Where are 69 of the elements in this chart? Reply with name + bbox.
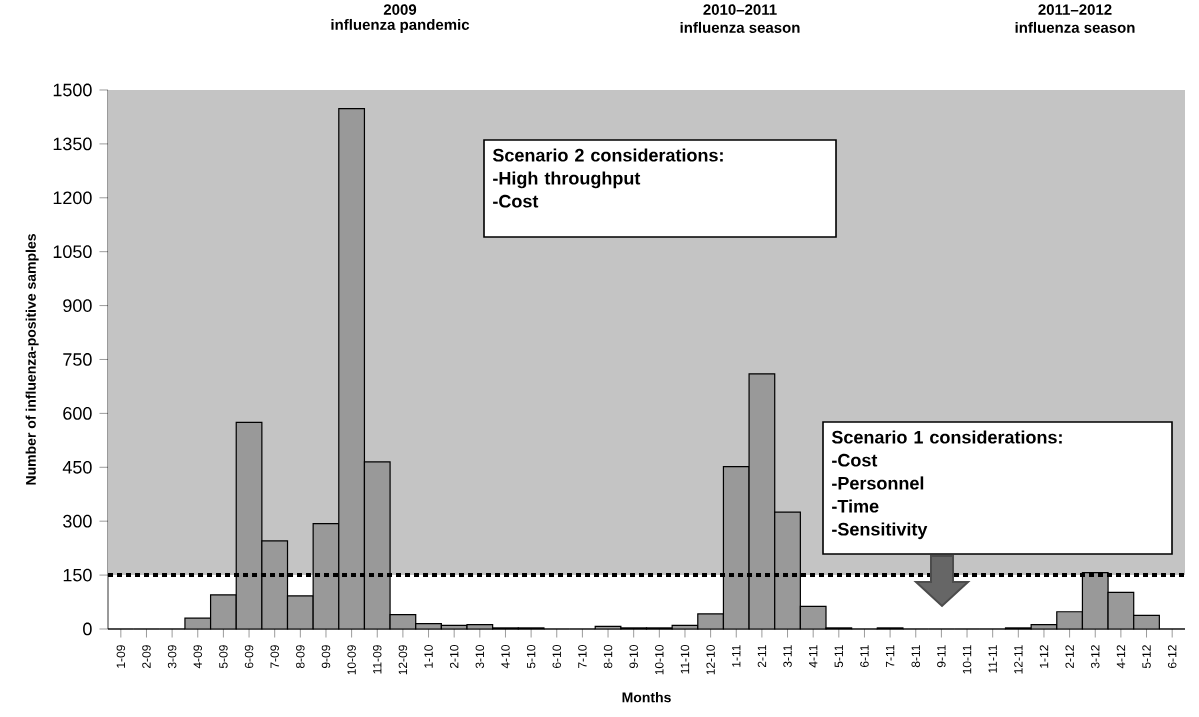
x-tick-label: 2-09: [142, 645, 151, 669]
x-tick-label: 9-11: [937, 645, 946, 668]
y-tick-label: 1050: [53, 245, 92, 259]
annotation: -Sensitivity: [832, 522, 928, 540]
x-tick-label: 6-12: [1167, 645, 1177, 669]
x-tick-label: 12-11: [1014, 645, 1023, 674]
x-tick-label: 2-11: [757, 645, 767, 668]
x-tick-label: 3-12: [1091, 645, 1100, 669]
y-tick-label: 0: [83, 622, 92, 636]
x-axis-title: Months: [622, 692, 671, 703]
y-tick-label: 150: [63, 568, 92, 582]
annotation: -Cost: [832, 453, 878, 467]
x-tick-label: 6-09: [244, 645, 254, 669]
y-tick-label: 1500: [53, 83, 92, 97]
x-tick-label: 6-10: [552, 645, 562, 669]
x-tick-label: 10-09: [347, 645, 356, 675]
x-tick-label: 1-11: [732, 645, 741, 667]
x-tick-label: 5-12: [1142, 645, 1151, 669]
text: 2011–2012: [1038, 4, 1112, 15]
x-tick-label: 6-11: [860, 645, 869, 668]
x-tick-label: 8-11: [911, 645, 921, 668]
x-tick-label: 7-09: [270, 645, 279, 668]
x-tick-label: 5-10: [526, 645, 536, 669]
y-tick-label: 1350: [53, 137, 92, 151]
y-tick-label: 300: [63, 514, 92, 528]
x-tick-label: 10-11: [962, 645, 972, 674]
x-tick-label: 2-10: [449, 645, 459, 669]
x-tick-label: 2-12: [1065, 645, 1074, 669]
x-tick-label: 7-10: [578, 645, 587, 668]
annotation: -Cost: [493, 194, 539, 208]
x-tick-label: 1-10: [424, 645, 433, 668]
annotation: -Personnel: [832, 476, 924, 490]
y-tick-label: 900: [63, 299, 92, 312]
x-tick-label: 10-10: [655, 645, 664, 675]
x-tick-label: 3-10: [475, 645, 485, 669]
x-tick-label: 4-12: [1116, 645, 1126, 669]
text: influenza pandemic: [331, 18, 470, 33]
x-tick-label: 8-10: [603, 645, 613, 669]
x-tick-label: 3-11: [783, 645, 792, 668]
x-tick-label: 12-09: [398, 645, 408, 675]
annotation: -Time: [832, 499, 879, 513]
x-tick-label: 9-09: [321, 645, 331, 669]
annotation: -High throughput: [493, 171, 641, 189]
x-tick-label: 4-10: [501, 645, 510, 669]
annotation: Scenario 2 considerations:: [492, 148, 723, 162]
x-tick-label: 5-09: [219, 645, 228, 669]
y-tick-label: 750: [63, 353, 92, 366]
x-tick-label: 3-09: [167, 645, 177, 669]
x-tick-label: 4-09: [193, 645, 203, 669]
text: 2010–2011: [703, 4, 777, 15]
x-tick-label: 4-11: [809, 645, 818, 668]
y-tick-label: 1200: [53, 191, 92, 205]
text: influenza season: [680, 21, 800, 33]
x-tick-label: 12-10: [706, 645, 715, 675]
y-tick-label: 450: [62, 460, 92, 474]
x-tick-label: 7-11: [885, 645, 895, 668]
annotation: Scenario 1 considerations:: [831, 430, 1062, 444]
x-tick-label: 5-11: [834, 645, 844, 668]
text: influenza season: [1015, 21, 1135, 33]
text: 2009: [383, 4, 417, 15]
x-tick-label: 1-12: [1039, 645, 1049, 668]
y-tick-label: 600: [63, 407, 92, 420]
x-tick-label: 11-11: [988, 645, 997, 673]
x-tick-label: 11-10: [680, 645, 690, 674]
x-tick-label: 11-09: [373, 645, 382, 674]
y-axis-title: Number of influenza-positive samples: [25, 234, 39, 485]
x-tick-label: 1-09: [116, 645, 126, 668]
x-tick-label: 8-09: [296, 645, 305, 669]
x-tick-label: 9-10: [629, 645, 638, 669]
